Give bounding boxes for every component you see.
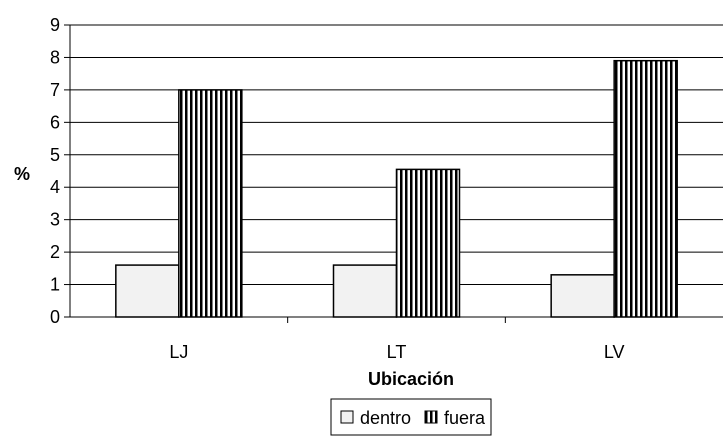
y-tick-label: 6 bbox=[50, 112, 60, 132]
x-tick-label: LJ bbox=[169, 342, 188, 362]
y-tick-label: 3 bbox=[50, 210, 60, 230]
legend-label-dentro: dentro bbox=[360, 408, 411, 428]
bars bbox=[115, 59, 678, 318]
y-axis-title: % bbox=[14, 164, 30, 184]
y-tick-label: 0 bbox=[50, 307, 60, 327]
x-tick-label: LT bbox=[387, 342, 407, 362]
legend-swatch-fuera bbox=[424, 410, 438, 424]
y-axis-ticks: 0 1 2 3 4 5 6 7 8 9 bbox=[50, 15, 70, 327]
y-tick-label: 1 bbox=[50, 275, 60, 295]
y-tick-label: 8 bbox=[50, 47, 60, 67]
axes bbox=[69, 25, 723, 318]
y-tick-label: 4 bbox=[50, 177, 60, 197]
y-tick-label: 2 bbox=[50, 242, 60, 262]
bar-fuera-LV bbox=[613, 59, 678, 318]
y-tick-label: 5 bbox=[50, 145, 60, 165]
bar-dentro-LJ bbox=[115, 264, 180, 318]
bar-dentro-LT bbox=[332, 264, 398, 318]
x-tick-label: LV bbox=[604, 342, 625, 362]
x-axis-title: Ubicación bbox=[368, 369, 454, 389]
bar-fuera-LT bbox=[395, 168, 461, 318]
legend: dentro fuera bbox=[330, 398, 492, 436]
legend-frame bbox=[330, 398, 492, 436]
bar-dentro-LV bbox=[550, 274, 615, 318]
bar-fuera-LJ bbox=[178, 89, 243, 318]
x-axis-ticks: LJ LT LV bbox=[169, 317, 625, 362]
legend-label-fuera: fuera bbox=[444, 408, 486, 428]
y-tick-label: 9 bbox=[50, 15, 60, 35]
y-tick-label: 7 bbox=[50, 80, 60, 100]
legend-swatch-dentro bbox=[340, 410, 354, 424]
